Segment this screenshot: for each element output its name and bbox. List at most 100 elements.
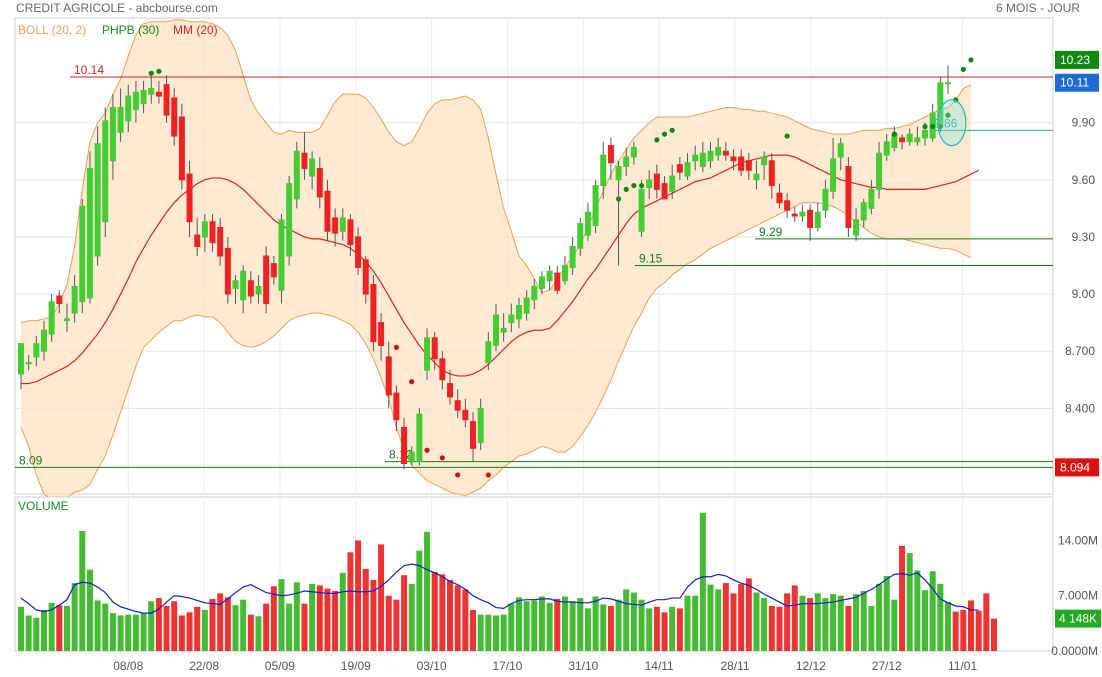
volume-bar [975, 610, 982, 651]
candle-body [799, 211, 806, 217]
candle-body [178, 116, 185, 181]
bollinger-upper [20, 19, 972, 324]
level-label-10.14: 10.14 [74, 63, 104, 77]
volume-bar [86, 569, 93, 651]
candle-body [224, 247, 231, 295]
candle-body [148, 87, 155, 95]
volume-bar [845, 605, 852, 651]
candle-body [715, 146, 722, 156]
level-label-9.15: 9.15 [639, 252, 663, 266]
candle-body [577, 223, 584, 249]
date-tick-label: 31/10 [568, 659, 598, 673]
phpb-marker [784, 133, 790, 139]
volume-bar [569, 601, 576, 651]
volume-bar [362, 568, 369, 651]
candle-body [79, 205, 86, 303]
candle-body [753, 173, 760, 181]
candle-body [914, 137, 921, 143]
candle-body [71, 285, 78, 314]
candle-body [860, 202, 867, 221]
candle-body [232, 280, 239, 289]
volume-bar [201, 609, 208, 651]
candle-body [163, 84, 170, 116]
volume-bar [217, 593, 224, 651]
phpb-marker [669, 127, 675, 133]
chart-period: 6 MOIS - JOUR [995, 1, 1080, 15]
volume-bar [117, 615, 124, 651]
phpb-marker [891, 131, 897, 137]
candle-body [48, 301, 55, 335]
volume-bar [523, 601, 530, 651]
volume-bar [515, 597, 522, 651]
candle-body [814, 211, 821, 228]
volume-bar [753, 592, 760, 651]
volume-bar [178, 615, 185, 651]
volume-bar [653, 606, 660, 651]
volume-bar [301, 603, 308, 651]
candle-body [439, 358, 446, 381]
candle-body [140, 89, 147, 105]
price-axis: 9.90 9.60 9.30 9.00 8.700 8.400 [1065, 116, 1095, 416]
phpb-markers [148, 57, 974, 478]
candle-body [355, 236, 362, 268]
volume-bar [347, 552, 354, 651]
candle-body [485, 341, 492, 364]
candle-body [309, 158, 316, 177]
candle-body [899, 137, 906, 143]
volume-bar [860, 590, 867, 651]
badge-last-close: 10.11 [1060, 76, 1089, 90]
candle-body [94, 143, 101, 257]
candle-body [270, 263, 277, 278]
candle-body [102, 120, 109, 223]
volume-bar [899, 545, 906, 651]
volume-bar [393, 599, 400, 651]
volume-bar [462, 589, 469, 651]
volume-bar [439, 574, 446, 651]
volume-bar [33, 617, 40, 651]
phpb-marker [424, 447, 430, 453]
volume-bar [18, 606, 24, 651]
candle-body [561, 265, 568, 282]
candle-body [462, 409, 469, 421]
volume-bar [960, 609, 967, 651]
volume-bar [247, 614, 254, 651]
price-tick-label: 9.00 [1072, 287, 1096, 301]
candle-body [523, 297, 530, 314]
candle-body [385, 356, 392, 396]
badge-last-close-bg [1055, 73, 1099, 92]
volume-bar [63, 605, 70, 651]
phpb-marker [615, 196, 622, 202]
candle-body [646, 179, 653, 188]
candle-body [240, 270, 247, 301]
candle-body [132, 91, 139, 110]
volume-bar [255, 616, 262, 651]
candle-body [109, 106, 116, 162]
candle-body [362, 259, 369, 295]
volume-bar [546, 602, 553, 651]
candle-body [171, 97, 178, 137]
volume-bar [492, 615, 499, 651]
volume-bar [25, 615, 32, 651]
candle-body [117, 106, 124, 133]
volume-bar [922, 590, 929, 651]
date-tick-label: 14/11 [645, 659, 674, 673]
candle-body [301, 152, 308, 169]
volume-bar [79, 530, 86, 651]
volume-bar [990, 618, 997, 651]
candle-body [508, 314, 515, 324]
volume-bar [761, 598, 768, 651]
volume-bar [278, 579, 285, 651]
volume-bar [48, 602, 55, 651]
volume-bar [607, 605, 614, 651]
volume-bar [370, 579, 377, 651]
volume-bar [837, 595, 844, 651]
volume-bar [715, 589, 722, 651]
date-tick-label: 22/08 [189, 659, 219, 673]
candle-body [63, 318, 70, 322]
date-tick-label: 17/10 [492, 659, 522, 673]
volume-bar [983, 593, 990, 651]
volume-bar [615, 599, 622, 651]
volume-bar [623, 589, 630, 651]
ma20-line [21, 154, 979, 385]
phpb-marker [930, 123, 936, 130]
